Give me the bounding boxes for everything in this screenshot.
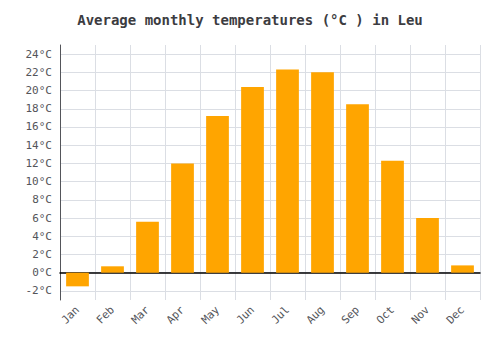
svg-text:12°C: 12°C <box>26 157 53 170</box>
svg-text:22°C: 22°C <box>26 66 53 79</box>
svg-text:Jan: Jan <box>59 303 82 326</box>
svg-text:Feb: Feb <box>94 303 117 326</box>
svg-text:Mar: Mar <box>129 303 152 326</box>
svg-text:-2°C: -2°C <box>26 284 53 297</box>
svg-text:Dec: Dec <box>444 303 467 326</box>
svg-text:Apr: Apr <box>164 303 187 326</box>
svg-text:6°C: 6°C <box>32 212 52 225</box>
svg-text:2°C: 2°C <box>32 248 52 261</box>
svg-text:Average monthly temperatures (: Average monthly temperatures (°C ) in Le… <box>77 12 423 28</box>
svg-text:Sep: Sep <box>339 303 362 326</box>
svg-text:20°C: 20°C <box>26 84 53 97</box>
svg-text:Jun: Jun <box>234 303 257 326</box>
svg-text:0°C: 0°C <box>32 266 52 279</box>
svg-text:18°C: 18°C <box>26 102 53 115</box>
svg-text:Nov: Nov <box>409 303 432 326</box>
svg-text:May: May <box>199 303 222 326</box>
svg-text:24°C: 24°C <box>26 48 53 61</box>
svg-text:16°C: 16°C <box>26 120 53 133</box>
svg-text:Jul: Jul <box>269 303 292 326</box>
svg-text:14°C: 14°C <box>26 139 53 152</box>
svg-text:4°C: 4°C <box>32 230 52 243</box>
svg-text:Aug: Aug <box>304 303 327 326</box>
svg-text:10°C: 10°C <box>26 175 53 188</box>
svg-text:Oct: Oct <box>374 303 397 326</box>
svg-text:8°C: 8°C <box>32 193 52 206</box>
